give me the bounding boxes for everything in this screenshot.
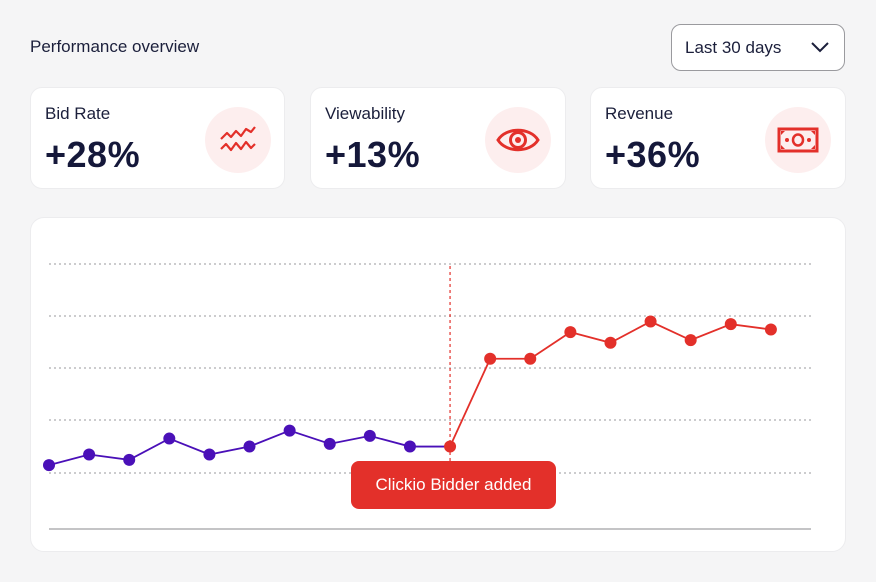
data-point (403, 440, 416, 453)
chevron-down-icon (811, 42, 829, 53)
data-point (43, 459, 55, 472)
date-range-value: Last 30 days (685, 37, 782, 57)
data-point (123, 453, 136, 466)
metric-label: Viewability (325, 104, 406, 123)
data-point (243, 440, 256, 453)
eye-icon (485, 107, 551, 173)
data-point (604, 336, 617, 349)
data-point (524, 352, 537, 365)
data-point (163, 432, 176, 445)
data-point (323, 437, 336, 450)
data-point (83, 448, 96, 461)
trend-lines-icon (205, 107, 271, 173)
data-point (764, 323, 777, 336)
data-point (724, 318, 737, 331)
data-point (203, 448, 216, 461)
metric-card-viewability: Viewability +13% (310, 87, 566, 189)
metric-label: Revenue (605, 104, 674, 123)
data-point (484, 352, 497, 365)
data-point (684, 334, 697, 347)
metric-label: Bid Rate (45, 104, 111, 123)
metric-value: +28% (45, 134, 141, 175)
data-point (444, 440, 457, 453)
metric-card-revenue: Revenue +36% (590, 87, 846, 189)
metric-card-bid-rate: Bid Rate +28% (30, 87, 285, 189)
banknote-icon (765, 107, 831, 173)
data-point (644, 315, 657, 328)
metric-value: +13% (325, 134, 421, 175)
metric-value: +36% (605, 134, 701, 175)
data-point (283, 424, 296, 437)
date-range-select[interactable]: Last 30 days (671, 24, 845, 71)
page-title: Performance overview (30, 37, 200, 56)
data-point (363, 429, 376, 442)
annotation-badge: Clickio Bidder added (351, 461, 556, 509)
data-point (564, 326, 577, 339)
